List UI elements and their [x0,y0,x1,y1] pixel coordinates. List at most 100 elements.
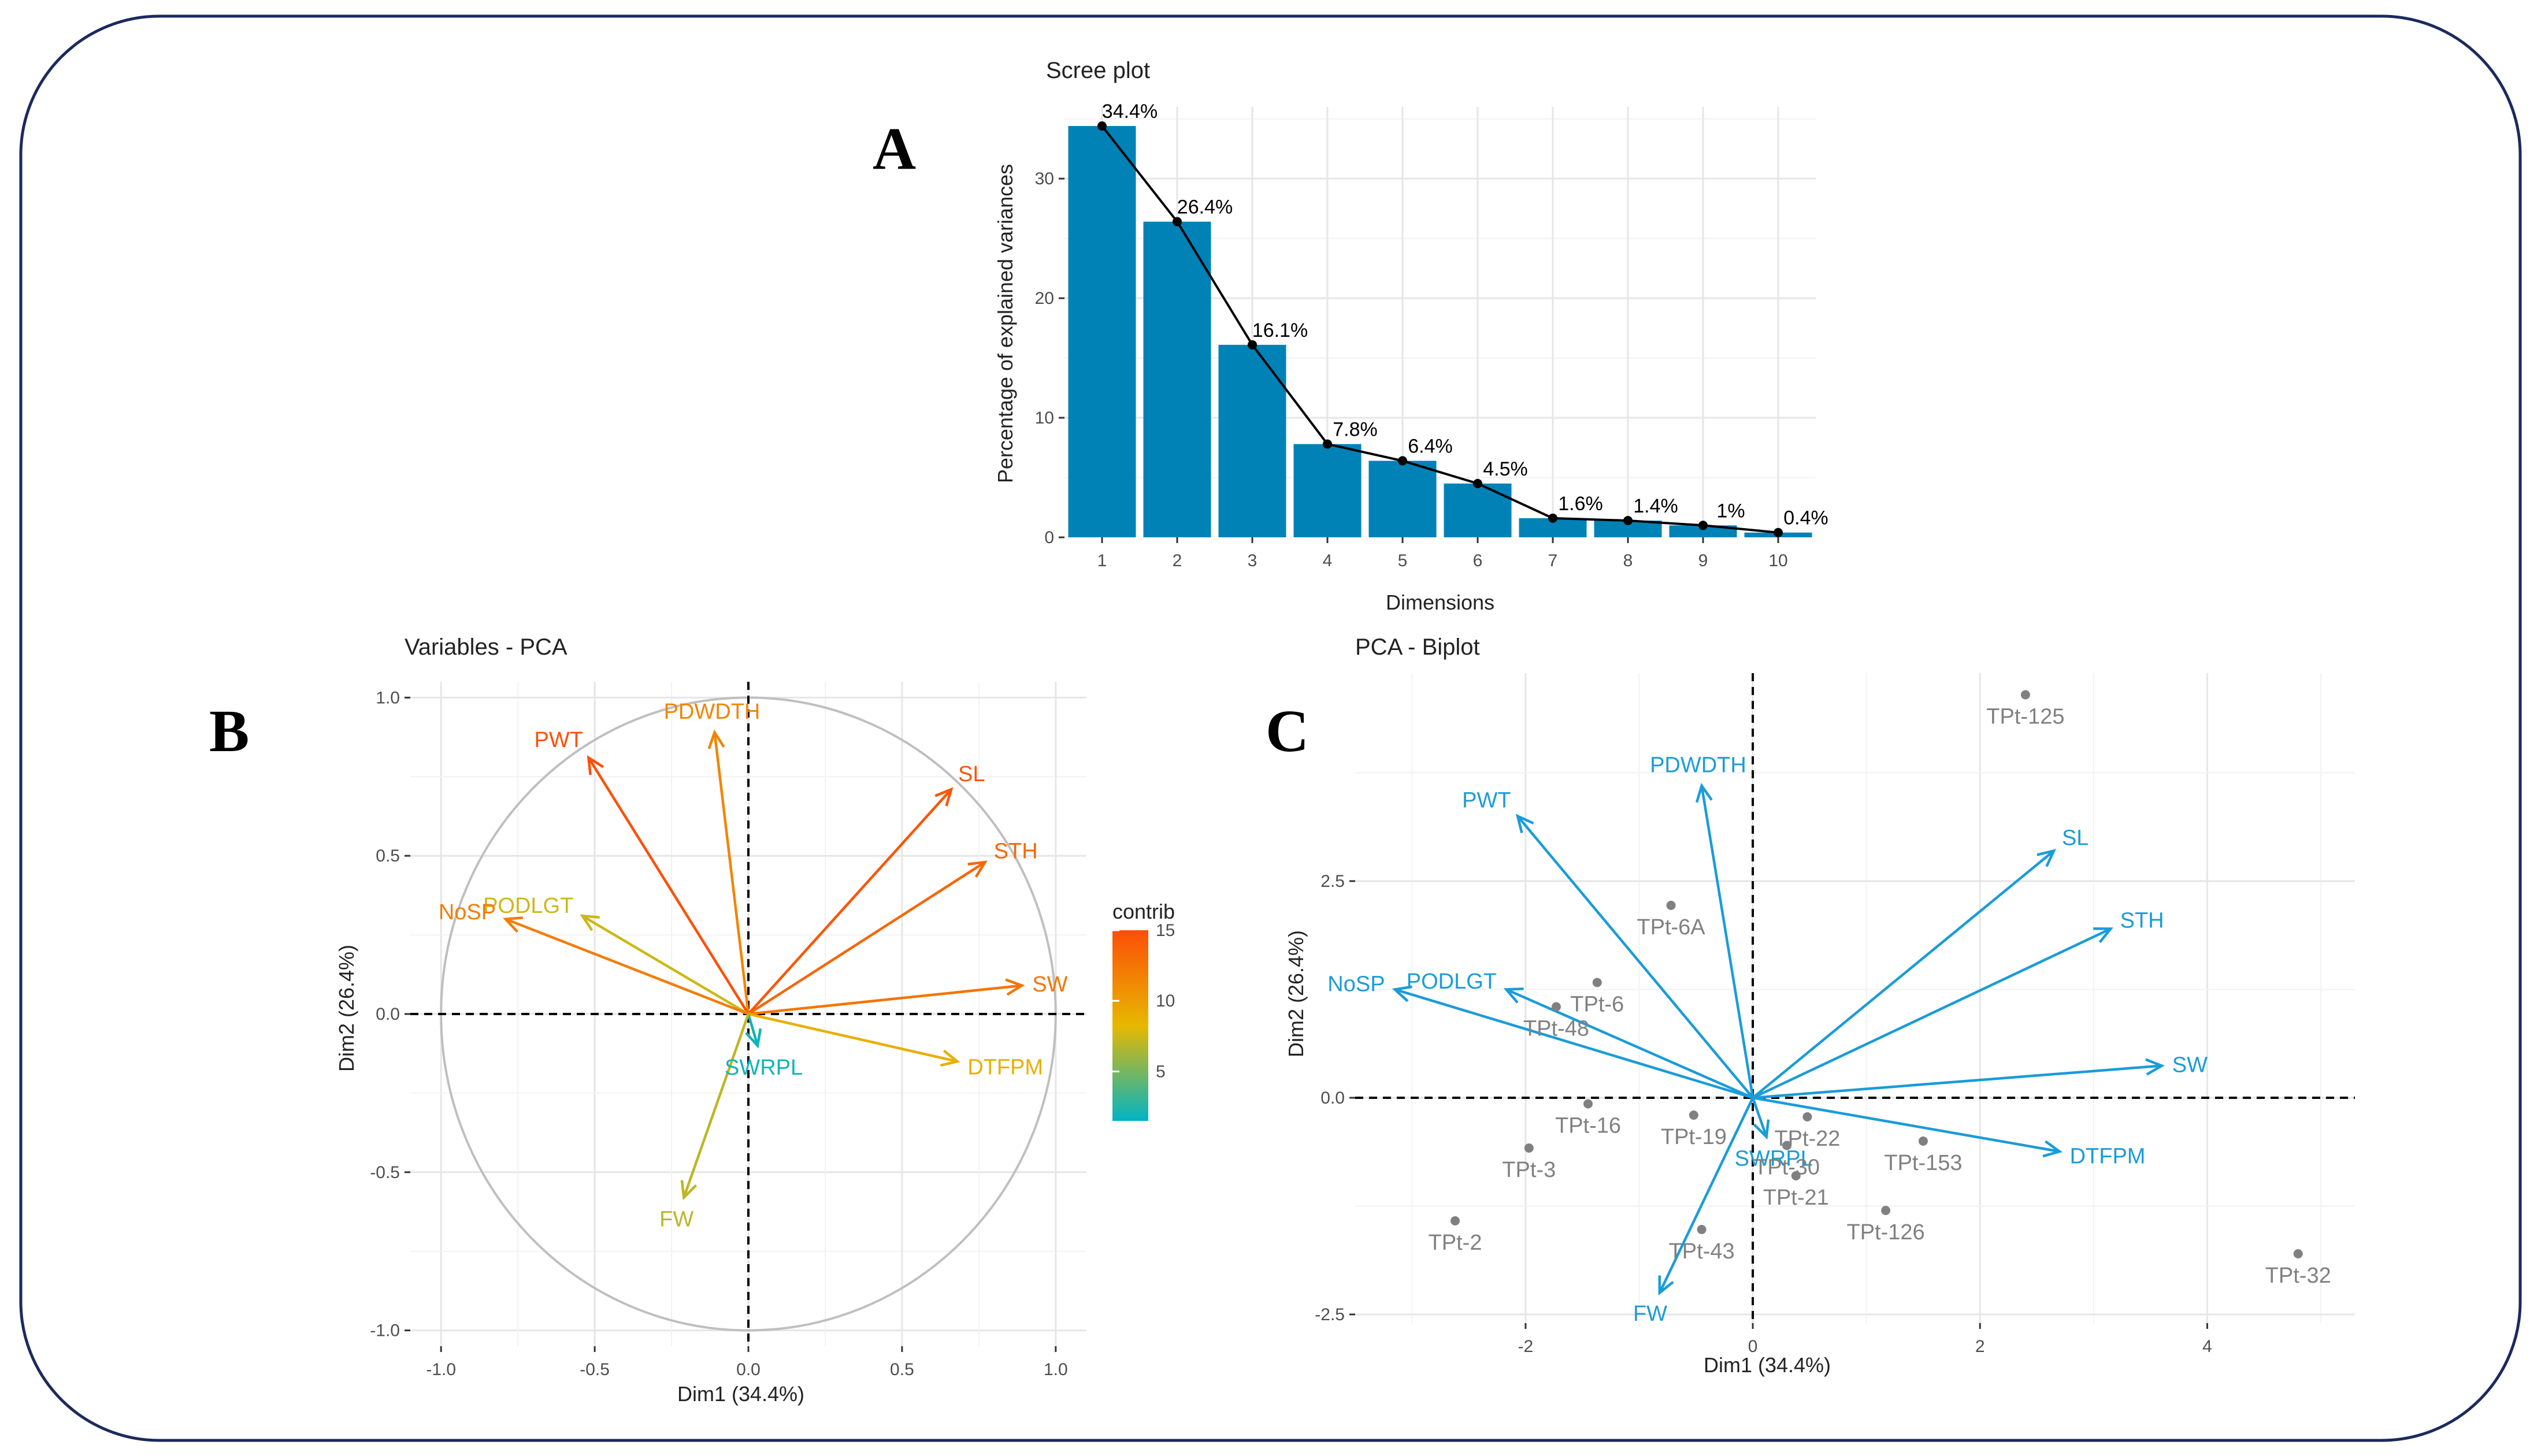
biplot-x-tick--2: -2 [1518,1337,1534,1356]
scree-value-label-7: 1.6% [1558,493,1603,515]
scree-point-5 [1398,456,1407,466]
variables-y-tick--1-0: -1.0 [370,1321,400,1340]
variable-arrow-pdwdth [713,732,750,1015]
biplot-individual-label-tpt-21: TPt-21 [1763,1186,1829,1210]
biplot-y-ticks: -2.5 0.0 2.5 [1315,872,1355,1324]
biplot-variable-label-pdwdth: PDWDTH [1650,753,1746,777]
biplot-individual-label-tpt-153: TPt-153 [1884,1151,1962,1175]
scree-value-labels: 34.4% 26.4% 16.1% 7.8% 6.4% 4.5% 1.6% 1.4% 1% 0.4… [1102,101,1828,529]
scree-value-label-6: 4.5% [1483,458,1528,480]
biplot-point-tpt-126 [1881,1206,1891,1215]
scree-value-label-2: 26.4% [1177,196,1233,218]
biplot-individual-label-tpt-19: TPt-19 [1661,1125,1727,1149]
biplot-point-tpt-6a [1666,901,1676,910]
biplot-arrow-nosp-head [1392,985,1412,1002]
scree-y-tick-30: 30 [1035,169,1054,188]
scree-x-tick-4: 4 [1323,551,1333,570]
scree-point-7 [1548,513,1557,523]
biplot-arrow-pwt [1516,815,1754,1099]
scree-bar-5 [1368,460,1437,537]
biplot-individual-label-tpt-16: TPt-16 [1555,1114,1621,1138]
scree-point-8 [1623,516,1633,526]
variable-label-sth: STH [994,840,1038,864]
scree-bar-3 [1218,344,1286,537]
scree-line [1101,125,1779,534]
biplot-arrow-sth [1752,927,2112,1100]
biplot-arrow-sth-head [2093,927,2114,944]
variable-arrow-fw [682,1013,750,1198]
biplot-y-tick-2-5: 2.5 [1320,872,1345,891]
biplot-variable-label-nosp: NoSP [1327,972,1385,996]
biplot-variable-label-podlgt: PODLGT [1407,970,1497,994]
biplot-arrow-pwt-head [1515,814,1534,834]
figure-frame [19,14,2522,1442]
panel-letter-a: A [873,116,916,182]
scree-plot-panel: A Scree plot 34.4% 26.4% 16.1% 7.8% 6.4% 4.5%… [873,58,1828,614]
variables-y-tick--0-5: -0.5 [370,1163,400,1182]
variable-arrow-podlgt-head [580,914,600,931]
biplot-variable-label-sw: SW [2172,1053,2208,1078]
variable-arrow-nosp [505,918,749,1016]
scree-x-tick-6: 6 [1473,551,1483,570]
biplot-point-tpt-32 [2293,1249,2303,1258]
biplot-x-axis-title: Dim1 (34.4%) [1704,1353,1831,1377]
biplot-point-tpt-19 [1689,1110,1698,1120]
biplot-arrow-nosp [1394,988,1753,1100]
scree-bar-1 [1068,126,1136,538]
scree-point-10 [1774,528,1783,537]
scree-y-tick-10: 10 [1035,408,1054,428]
variable-label-podlgt: PODLGT [483,894,573,918]
variable-label-pwt: PWT [534,728,583,752]
contrib-legend-title: contrib [1112,900,1175,923]
biplot-point-tpt-125 [2020,690,2030,700]
biplot-variable-label-sl: SL [2062,826,2089,850]
scree-x-tick-9: 9 [1698,551,1708,570]
biplot-individual-label-tpt-48: TPt-48 [1523,1017,1589,1041]
scree-bar-6 [1444,483,1512,537]
pca-biplot-panel: C PCA - Biplot PWT PDWDTH SL STH PODLGT NoSP S… [1266,634,2355,1377]
biplot-individual-label-tpt-126: TPt-126 [1846,1220,1924,1245]
biplot-variable-label-swrpl: SWRPL [1735,1146,1813,1171]
biplot-variable-label-dtfpm: DTFPM [2070,1145,2146,1169]
scree-x-tick-7: 7 [1548,551,1558,570]
variables-x-axis-title: Dim1 (34.4%) [677,1382,804,1406]
biplot-point-tpt-153 [1918,1136,1928,1146]
biplot-point-tpt-16 [1583,1099,1593,1109]
variable-arrow-sw-head [1005,978,1025,996]
biplot-x-tick-0: 0 [1748,1337,1758,1356]
biplot-point-tpt-3 [1524,1143,1534,1153]
scree-point-9 [1698,521,1708,530]
variable-arrow-dtfpm-head [940,1049,960,1067]
scree-value-label-8: 1.4% [1633,495,1678,517]
biplot-x-ticks: -2 0 2 4 [1518,1323,2212,1356]
biplot-point-tpt-22 [1802,1112,1812,1121]
pca-biplot-title: PCA - Biplot [1355,634,1480,660]
variable-arrow-pdwdth-head [707,729,725,749]
variable-arrow-dtfpm [748,1012,958,1063]
contrib-legend-tick-15: 15 [1156,921,1175,940]
scree-value-label-4: 7.8% [1333,419,1378,441]
scree-value-label-1: 34.4% [1102,101,1158,122]
biplot-arrow-podlgt [1505,988,1753,1100]
contrib-legend: contrib 5 10 15 [1112,900,1175,1121]
variable-arrow-nosp-head [503,916,523,933]
biplot-individual-label-tpt-22: TPt-22 [1774,1127,1840,1151]
scree-point-6 [1473,478,1482,488]
scree-value-label-3: 16.1% [1252,320,1308,341]
scree-y-axis-title: Percentage of explained variances [993,164,1017,483]
contrib-legend-tick-5: 5 [1156,1062,1166,1081]
biplot-arrow-pdwdth-head [1695,782,1713,803]
biplot-point-tpt-2 [1451,1216,1460,1225]
biplot-x-tick-2: 2 [1975,1337,1985,1356]
biplot-individual-label-tpt-43: TPt-43 [1669,1239,1735,1264]
biplot-individual-label-tpt-6: TPt-6 [1570,993,1624,1017]
biplot-arrow-sl-head [2036,849,2057,867]
biplot-arrow-podlgt-head [1503,987,1524,1004]
scree-x-tick-5: 5 [1398,551,1408,570]
variables-x-tick-1-0: 1.0 [1044,1360,1068,1379]
biplot-y-axis-title: Dim2 (26.4%) [1284,930,1308,1057]
scree-x-tick-2: 2 [1173,551,1182,570]
